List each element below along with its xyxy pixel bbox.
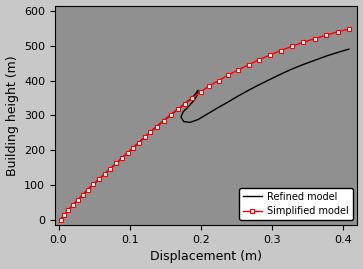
Simplified model [120, 157, 124, 160]
Simplified model [142, 136, 147, 139]
Refined model [188, 121, 192, 124]
X-axis label: Displacement (m): Displacement (m) [150, 250, 262, 263]
Refined model [76, 199, 80, 202]
Refined model [206, 112, 210, 115]
Simplified model [190, 96, 195, 100]
Refined model [62, 213, 66, 217]
Refined model [192, 99, 196, 102]
Refined model [196, 89, 200, 92]
Line: Simplified model: Simplified model [58, 26, 351, 222]
Refined model [183, 102, 187, 105]
Simplified model [257, 58, 261, 61]
Simplified model [62, 213, 66, 217]
Refined model [137, 141, 141, 144]
Simplified model [58, 218, 63, 222]
Simplified model [66, 208, 71, 212]
Simplified model [114, 162, 118, 165]
Legend: Refined model, Simplified model: Refined model, Simplified model [239, 188, 352, 220]
Refined model [216, 106, 220, 109]
Simplified model [207, 84, 212, 87]
Refined model [187, 105, 191, 108]
Simplified model [137, 141, 141, 144]
Refined model [324, 55, 328, 58]
Refined model [142, 136, 147, 139]
Refined model [66, 208, 71, 212]
Simplified model [169, 113, 173, 116]
Refined model [114, 162, 118, 165]
Refined model [155, 125, 159, 128]
Refined model [347, 48, 351, 51]
Simplified model [70, 204, 75, 207]
Simplified model [183, 102, 187, 105]
Refined model [278, 73, 283, 76]
Simplified model [155, 125, 159, 128]
Simplified model [176, 108, 180, 111]
Simplified model [301, 41, 306, 44]
Refined model [290, 68, 294, 71]
Simplified model [103, 172, 107, 176]
Refined model [182, 120, 186, 123]
Simplified model [336, 30, 340, 33]
Simplified model [246, 63, 251, 66]
Simplified model [347, 27, 351, 30]
Refined model [196, 118, 200, 121]
Simplified model [324, 34, 328, 37]
Refined model [125, 151, 130, 155]
Refined model [103, 172, 107, 176]
Simplified model [81, 193, 85, 196]
Refined model [91, 183, 95, 186]
Refined model [162, 119, 166, 122]
Refined model [81, 193, 85, 196]
Refined model [86, 188, 90, 191]
Simplified model [199, 90, 203, 93]
Refined model [148, 130, 152, 134]
Simplified model [148, 130, 152, 134]
Refined model [193, 93, 197, 96]
Simplified model [91, 183, 95, 186]
Refined model [131, 146, 135, 149]
Refined model [195, 94, 200, 97]
Simplified model [131, 146, 135, 149]
Refined model [108, 167, 113, 170]
Refined model [176, 108, 180, 111]
Refined model [236, 95, 240, 98]
Refined model [336, 51, 340, 54]
Refined model [301, 63, 306, 66]
Refined model [246, 89, 251, 92]
Simplified model [108, 167, 113, 170]
Simplified model [86, 188, 90, 191]
Refined model [120, 157, 124, 160]
Simplified model [97, 178, 101, 181]
Y-axis label: Building height (m): Building height (m) [5, 55, 19, 176]
Refined model [179, 115, 183, 119]
Line: Refined model: Refined model [61, 49, 349, 220]
Refined model [181, 110, 185, 114]
Refined model [257, 83, 261, 86]
Simplified model [290, 45, 294, 48]
Refined model [70, 204, 75, 207]
Simplified model [216, 79, 221, 82]
Simplified model [268, 54, 272, 57]
Simplified model [236, 68, 240, 72]
Refined model [268, 78, 272, 81]
Refined model [97, 178, 101, 181]
Refined model [189, 97, 193, 100]
Simplified model [226, 74, 230, 77]
Simplified model [76, 199, 80, 202]
Simplified model [125, 151, 130, 155]
Refined model [226, 101, 230, 104]
Simplified model [278, 49, 283, 52]
Refined model [169, 113, 173, 116]
Simplified model [313, 37, 317, 40]
Refined model [313, 59, 317, 62]
Refined model [58, 218, 63, 222]
Simplified model [162, 119, 166, 122]
